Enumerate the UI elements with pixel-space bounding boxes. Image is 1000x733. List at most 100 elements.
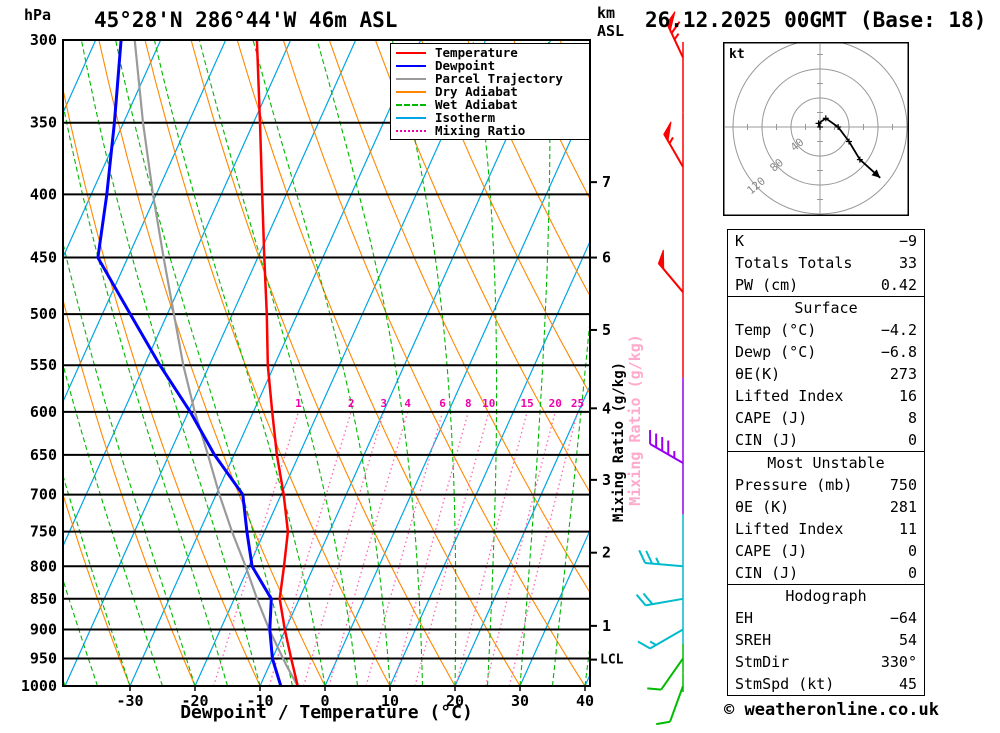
altitude-unit-asl: ASL — [597, 22, 625, 40]
mixing-ratio-line — [268, 411, 352, 686]
stats-value: 0 — [907, 431, 917, 449]
isotherm-line — [454, 384, 590, 686]
plot-border — [62, 39, 591, 687]
stats-value: 11 — [898, 520, 917, 538]
x-tick-label: -30 — [116, 692, 143, 710]
stats-value: 8 — [907, 409, 917, 427]
stats-label: CIN (J) — [735, 564, 799, 582]
mixing-ratio-value-label: 10 — [482, 397, 495, 410]
dry-adiabat-line — [63, 492, 131, 686]
pressure-tick-label: 450 — [30, 249, 57, 267]
stats-row: θE (K) 281 — [728, 496, 924, 518]
stats-section-title: Surface — [794, 299, 858, 317]
legend-item: Wet Adiabat — [396, 97, 584, 112]
mixing-ratio-value-label: 8 — [465, 397, 472, 410]
stats-label: θE(K) — [735, 365, 781, 383]
stats-label: SREH — [735, 631, 772, 649]
stats-value: 0 — [907, 564, 917, 582]
stats-row: CIN (J) 0 — [728, 562, 924, 584]
stats-row: CAPE (J) 8 — [728, 407, 924, 429]
stats-label: EH — [735, 609, 754, 627]
wind-barb — [635, 592, 684, 607]
pressure-tick-label: 600 — [30, 403, 57, 421]
stats-label: Dewp (°C) — [735, 343, 817, 361]
altitude-unit-km: km — [597, 4, 616, 22]
km-tick-label: 3 — [602, 471, 611, 489]
x-axis-label: Dewpoint / Temperature (°C) — [180, 702, 473, 723]
legend-label: Parcel Trajectory — [435, 71, 563, 86]
stats-section: Hodograph EH −64 SREH 54 StmDir 330° StmSpd (kt… — [728, 585, 924, 695]
isotherm-line — [129, 40, 422, 686]
legend-label: Wet Adiabat — [435, 97, 518, 112]
x-tick-label: 40 — [576, 692, 594, 710]
stats-section: Most Unstable Pressure (mb) 750 θE (K) 281 Li… — [728, 452, 924, 585]
legend-swatch — [396, 64, 426, 67]
legend-item: Dewpoint — [396, 58, 584, 73]
x-tick-label: 10 — [381, 692, 399, 710]
isotherm-line — [63, 40, 292, 548]
km-tick-label: 1 — [602, 617, 611, 635]
stats-row: StmSpd (kt) 45 — [728, 673, 924, 695]
stats-row: PW (cm) 0.42 — [728, 274, 924, 296]
legend-label: Dry Adiabat — [435, 84, 518, 99]
mixing-ratio-line — [365, 411, 444, 686]
hodograph-grid — [725, 43, 908, 215]
isotherm-line — [519, 528, 590, 686]
stats-row: CAPE (J) 0 — [728, 540, 924, 562]
x-tick-label: 30 — [511, 692, 529, 710]
dry-adiabat-line — [467, 40, 590, 297]
stats-label: CIN (J) — [735, 431, 799, 449]
mixing-ratio-value-label: 20 — [549, 397, 562, 410]
stats-label: Temp (°C) — [735, 321, 817, 339]
stats-section-title: Most Unstable — [767, 454, 885, 472]
stats-row: StmDir 330° — [728, 651, 924, 673]
hodograph-ring — [790, 97, 850, 157]
wet-adiabat-line — [198, 40, 359, 686]
pressure-tick-label: 650 — [30, 446, 57, 464]
lcl-label: LCL — [600, 653, 624, 668]
mixing-ratio-line — [328, 411, 409, 686]
legend-swatch — [396, 90, 426, 93]
stats-value: 54 — [898, 631, 917, 649]
copyright-text: © weatheronline.co.uk — [724, 700, 939, 720]
stats-section: K −9 Totals Totals 33 PW (cm) 0.42 — [728, 230, 924, 297]
km-tick-label: 4 — [602, 399, 611, 417]
stats-section: Surface Temp (°C) −4.2 Dewp (°C) −6.8 θE(K) 27… — [728, 297, 924, 452]
stats-row: Totals Totals 33 — [728, 252, 924, 274]
legend-swatch — [396, 116, 426, 119]
legend-item: Parcel Trajectory — [396, 71, 584, 86]
wind-barb — [666, 11, 684, 59]
km-tick-label: 6 — [602, 249, 611, 267]
pressure-tick-label: 1000 — [21, 677, 57, 695]
hodograph-arrowhead — [871, 169, 881, 178]
stats-row: Dewp (°C) −6.8 — [728, 341, 924, 363]
legend-swatch — [396, 51, 426, 54]
dewpoint-curve — [96, 40, 283, 686]
x-tick-label: 20 — [446, 692, 464, 710]
stats-label: CAPE (J) — [735, 409, 808, 427]
x-tick-label: -20 — [181, 692, 208, 710]
wet-adiabat-line — [316, 40, 424, 686]
stats-value: −4.2 — [880, 321, 917, 339]
wet-adiabat-line — [252, 40, 391, 686]
pressure-tick-label: 300 — [30, 31, 57, 49]
x-tick-label: -10 — [246, 692, 273, 710]
wet-adiabat-line — [115, 40, 294, 686]
stats-row: θE(K) 273 — [728, 363, 924, 385]
isotherm-line — [389, 240, 590, 686]
legend-item: Temperature — [396, 45, 584, 60]
pressure-unit-label: hPa — [24, 6, 52, 24]
stats-value: 16 — [898, 387, 917, 405]
wet-adiabat-line — [63, 101, 229, 686]
isotherm-line — [194, 40, 487, 686]
isotherm-line — [0, 40, 31, 686]
stats-value: 273 — [889, 365, 917, 383]
stats-value: 281 — [889, 498, 917, 516]
mixing-ratio-value-label: 15 — [521, 397, 534, 410]
mixing-ratio-value-label: 6 — [439, 397, 446, 410]
stats-row: CIN (J) 0 — [728, 429, 924, 451]
legend-label: Mixing Ratio — [435, 123, 526, 138]
pressure-tick-label: 900 — [30, 620, 57, 638]
legend-item: Mixing Ratio — [396, 123, 584, 138]
